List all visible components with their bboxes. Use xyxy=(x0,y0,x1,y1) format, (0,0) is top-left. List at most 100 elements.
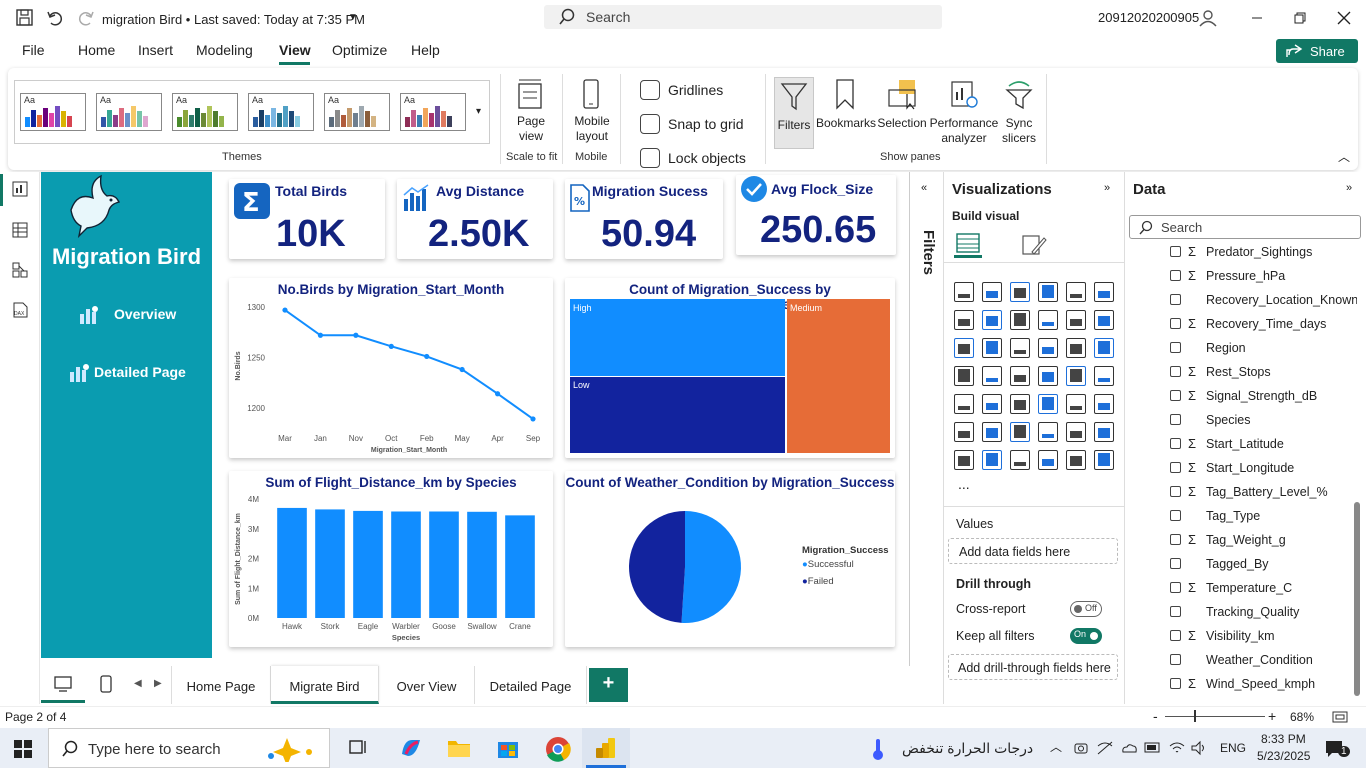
visual-type-icon[interactable] xyxy=(954,394,974,414)
network-off-icon[interactable] xyxy=(1096,740,1114,756)
redo-icon[interactable] xyxy=(76,8,96,28)
chrome-icon[interactable] xyxy=(545,736,571,762)
data-pane-scrollbar[interactable] xyxy=(1354,502,1360,696)
treemap-tile-high[interactable]: High xyxy=(570,299,785,376)
cross-report-toggle[interactable]: Off xyxy=(1070,601,1102,617)
selection-pane-button[interactable]: Selection xyxy=(876,76,928,148)
windows-start-icon[interactable] xyxy=(14,740,32,758)
visual-type-icon[interactable] xyxy=(1038,394,1058,414)
data-field-item[interactable]: Σ Visibility_km xyxy=(1125,624,1357,648)
data-field-item[interactable]: Σ Rest_Stops xyxy=(1125,360,1357,384)
values-drop-well[interactable]: Add data fields here xyxy=(948,538,1118,564)
next-page-icon[interactable]: ▶ xyxy=(154,678,162,689)
field-checkbox[interactable] xyxy=(1170,366,1181,377)
data-field-item[interactable]: Σ Tag_Weight_g xyxy=(1125,528,1357,552)
page-tab-home[interactable]: Home Page xyxy=(171,666,271,704)
data-field-item[interactable]: Σ Predator_Sightings xyxy=(1125,240,1357,264)
zoom-slider-thumb[interactable] xyxy=(1194,710,1196,722)
zoom-slider[interactable] xyxy=(1165,716,1265,717)
report-view-icon[interactable] xyxy=(11,180,29,198)
theme-swatch[interactable]: Aa xyxy=(400,93,466,131)
theme-swatch[interactable]: Aa xyxy=(248,93,314,131)
volume-icon[interactable] xyxy=(1190,740,1208,756)
visual-type-icon[interactable] xyxy=(1038,422,1058,442)
visual-type-icon[interactable] xyxy=(1010,422,1030,442)
data-field-item[interactable]: Weather_Condition xyxy=(1125,648,1357,672)
field-checkbox[interactable] xyxy=(1170,558,1181,569)
clock-time[interactable]: 8:33 PM xyxy=(1261,732,1306,746)
zoom-out-button[interactable]: - xyxy=(1153,708,1158,724)
menu-view[interactable]: View xyxy=(279,42,311,58)
visual-type-icon[interactable] xyxy=(982,338,1002,358)
filters-pane-collapsed[interactable]: « Filters xyxy=(909,172,943,704)
onedrive-icon[interactable] xyxy=(1120,740,1138,756)
share-button[interactable]: Share xyxy=(1276,39,1358,63)
field-checkbox[interactable] xyxy=(1170,534,1181,545)
visual-type-icon[interactable] xyxy=(1038,310,1058,330)
visual-type-icon[interactable] xyxy=(1010,338,1030,358)
data-field-item[interactable]: Tagged_By xyxy=(1125,552,1357,576)
prev-page-icon[interactable]: ◀ xyxy=(134,678,142,689)
visual-type-icon[interactable] xyxy=(954,450,974,470)
visual-type-icon[interactable] xyxy=(982,366,1002,386)
visual-type-icon[interactable] xyxy=(1010,310,1030,330)
kpi-card-avg-distance[interactable]: Avg Distance 2.50K xyxy=(397,179,553,259)
wifi-icon[interactable] xyxy=(1168,740,1186,756)
menu-insert[interactable]: Insert xyxy=(138,42,173,58)
kpi-card-migration-success[interactable]: % Migration Sucess 50.94 xyxy=(565,179,723,259)
mobile-layout-icon[interactable] xyxy=(99,674,113,694)
field-checkbox[interactable] xyxy=(1170,390,1181,401)
menu-home[interactable]: Home xyxy=(78,42,115,58)
mobile-layout-button[interactable]: Mobile layout xyxy=(570,78,614,150)
field-checkbox[interactable] xyxy=(1170,582,1181,593)
visual-type-icon[interactable] xyxy=(1066,422,1086,442)
battery-icon[interactable] xyxy=(1144,741,1162,755)
weather-text[interactable]: درجات الحرارة تنخفض xyxy=(902,740,1033,757)
desktop-layout-icon[interactable] xyxy=(53,675,73,693)
field-checkbox[interactable] xyxy=(1170,678,1181,689)
performance-analyzer-button[interactable]: Performance analyzer xyxy=(928,76,1000,148)
menu-optimize[interactable]: Optimize xyxy=(332,42,387,58)
kpi-card-total-birds[interactable]: Σ Total Birds 10K xyxy=(229,179,385,259)
visual-type-icon[interactable] xyxy=(1038,450,1058,470)
visual-type-icon[interactable] xyxy=(1066,394,1086,414)
field-checkbox[interactable] xyxy=(1170,246,1181,257)
sync-slicers-button[interactable]: Sync slicers xyxy=(998,76,1040,148)
power-bi-taskbar-button[interactable] xyxy=(582,728,630,768)
menu-help[interactable]: Help xyxy=(411,42,440,58)
close-icon[interactable] xyxy=(1335,9,1353,27)
dax-query-view-icon[interactable]: DAX xyxy=(11,301,29,319)
input-language[interactable]: ENG xyxy=(1220,741,1246,755)
data-field-item[interactable]: Region xyxy=(1125,336,1357,360)
data-field-item[interactable]: Σ Tag_Battery_Level_% xyxy=(1125,480,1357,504)
data-search-box[interactable]: Search xyxy=(1129,215,1361,239)
visual-type-icon[interactable] xyxy=(1066,366,1086,386)
visual-type-icon[interactable] xyxy=(982,282,1002,302)
visual-type-icon[interactable] xyxy=(1010,366,1030,386)
visual-type-icon[interactable] xyxy=(1094,366,1114,386)
minimize-icon[interactable] xyxy=(1248,9,1266,27)
visual-type-icon[interactable] xyxy=(1038,338,1058,358)
data-field-item[interactable]: Σ Wind_Speed_kmph xyxy=(1125,672,1357,696)
theme-swatch[interactable]: Aa xyxy=(324,93,390,131)
field-checkbox[interactable] xyxy=(1170,606,1181,617)
visual-type-icon[interactable] xyxy=(1094,338,1114,358)
data-field-item[interactable]: Tag_Type xyxy=(1125,504,1357,528)
visual-type-icon[interactable] xyxy=(1094,394,1114,414)
data-field-item[interactable]: Σ Signal_Strength_dB xyxy=(1125,384,1357,408)
collapse-ribbon-icon[interactable]: ︿ xyxy=(1338,148,1350,165)
add-page-button[interactable]: + xyxy=(589,668,628,702)
page-view-button[interactable]: Page view xyxy=(512,78,548,150)
visual-type-icon[interactable] xyxy=(982,310,1002,330)
zoom-in-button[interactable]: + xyxy=(1268,708,1276,724)
save-icon[interactable] xyxy=(15,8,35,28)
treemap-tile-low[interactable]: Low xyxy=(570,377,785,453)
field-checkbox[interactable] xyxy=(1170,438,1181,449)
field-checkbox[interactable] xyxy=(1170,318,1181,329)
file-explorer-icon[interactable] xyxy=(446,737,472,759)
collapse-viz-icon[interactable]: » xyxy=(1104,182,1110,194)
visual-type-icon[interactable] xyxy=(1038,366,1058,386)
data-field-item[interactable]: Recovery_Location_Known xyxy=(1125,288,1357,312)
document-title[interactable]: migration Bird • Last saved: Today at 7:… xyxy=(102,12,365,27)
page-tab-over-view[interactable]: Over View xyxy=(379,666,475,704)
